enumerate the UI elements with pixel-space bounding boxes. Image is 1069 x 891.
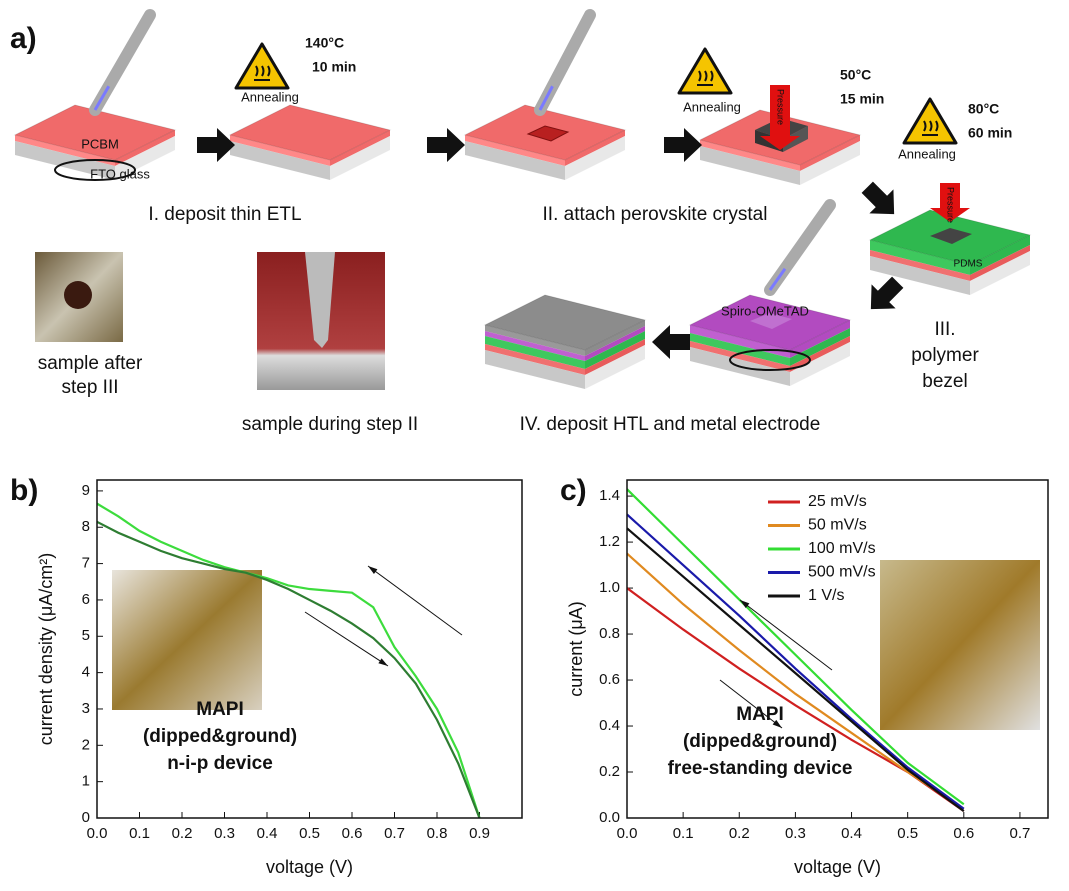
- chart: 0.0 0.1 0.2 0.3 0.4 0.5 0.6 0.7 0.8 0.9 0 1 2 3 4 5 6 7 8 9…: [10, 474, 522, 877]
- photo-inset: [880, 560, 1040, 730]
- y-tick-label: 1.4: [599, 487, 620, 504]
- x-tick-label: 0.7: [384, 825, 405, 842]
- x-tick-label: 0.2: [729, 825, 750, 842]
- y-tick-label: 0.6: [599, 671, 620, 688]
- x-tick-label: 0.6: [953, 825, 974, 842]
- x-tick-label: 0.5: [299, 825, 320, 842]
- step-label: bezel: [922, 371, 967, 392]
- step-label: polymer: [911, 345, 979, 366]
- annealing-temp: 50°C: [840, 67, 871, 83]
- x-tick-label: 0.1: [673, 825, 694, 842]
- y-axis-label: current (μA): [566, 601, 586, 696]
- process-arrow: [652, 325, 690, 359]
- y-tick-label: 6: [82, 591, 90, 608]
- annealing-label: Annealing: [898, 146, 956, 161]
- legend-label: 100 mV/s: [808, 540, 876, 557]
- layer-label: PDMS: [954, 259, 983, 270]
- panel-label: a): [10, 22, 37, 55]
- annealing-label: Annealing: [683, 99, 741, 114]
- photo-detail: [64, 281, 92, 309]
- y-tick-label: 7: [82, 555, 90, 572]
- legend-label: 1 V/s: [808, 587, 844, 604]
- x-tick-label: 0.7: [1010, 825, 1031, 842]
- y-tick-label: 9: [82, 482, 90, 499]
- x-tick-label: 0.4: [841, 825, 862, 842]
- annealing-temp: 140°C: [305, 35, 344, 51]
- step-label: IV. deposit HTL and metal electrode: [520, 414, 821, 435]
- annealing-time: 10 min: [312, 59, 356, 75]
- annealing-time: 15 min: [840, 91, 884, 107]
- x-tick-label: 0.9: [469, 825, 490, 842]
- x-tick-label: 0.8: [427, 825, 448, 842]
- legend-label: 25 mV/s: [808, 493, 867, 510]
- y-tick-label: 5: [82, 627, 90, 644]
- photo-inset: [112, 570, 262, 710]
- x-tick-label: 0.0: [617, 825, 638, 842]
- annealing-label: Annealing: [241, 89, 299, 104]
- annotation: n-i-p device: [167, 753, 273, 774]
- process-arrow: [427, 128, 465, 162]
- photo-caption: sample after: [38, 353, 143, 374]
- y-tick-label: 1.2: [599, 533, 620, 550]
- annotation: (dipped&ground): [143, 726, 297, 747]
- x-tick-label: 0.5: [897, 825, 918, 842]
- x-tick-label: 0.3: [214, 825, 235, 842]
- step-label: I. deposit thin ETL: [148, 204, 301, 225]
- panel-a: a) sample after step III sample during s…: [10, 15, 1030, 435]
- x-axis-label: voltage (V): [266, 857, 353, 877]
- step-label: II. attach perovskite crystal: [543, 204, 768, 225]
- y-tick-label: 2: [82, 736, 90, 753]
- annotation: free-standing device: [668, 758, 853, 779]
- y-tick-label: 0.4: [599, 717, 620, 734]
- pressure-label: Pressure: [946, 187, 956, 223]
- process-arrow: [664, 128, 702, 162]
- y-tick-label: 0.2: [599, 763, 620, 780]
- legend-label: 500 mV/s: [808, 564, 876, 581]
- y-tick-label: 8: [82, 518, 90, 535]
- x-tick-label: 0.3: [785, 825, 806, 842]
- x-tick-label: 0.2: [172, 825, 193, 842]
- panel-label: c): [560, 474, 587, 507]
- layer-label: FTO glass: [90, 166, 150, 181]
- annealing-time: 60 min: [968, 125, 1012, 141]
- y-tick-label: 0.0: [599, 809, 620, 826]
- chart: 0.0 0.1 0.2 0.3 0.4 0.5 0.6 0.7 0.0 0.2 0.4 0.6 0.8 1…: [560, 474, 1048, 877]
- annotation: MAPI: [196, 699, 244, 720]
- direction-arrowhead: [378, 658, 388, 666]
- y-tick-label: 0: [82, 809, 90, 826]
- annotation: (dipped&ground): [683, 731, 837, 752]
- x-tick-label: 0.0: [87, 825, 108, 842]
- direction-arrowhead: [368, 566, 377, 574]
- legend-label: 50 mV/s: [808, 517, 867, 534]
- photo-caption: sample during step II: [242, 414, 418, 435]
- y-tick-label: 4: [82, 664, 90, 681]
- layer-label: Spiro-OMeTAD: [721, 303, 809, 318]
- process-arrow: [855, 175, 906, 226]
- pressure-label: Pressure: [776, 89, 786, 125]
- panel-label: b): [10, 474, 38, 507]
- y-tick-label: 0.8: [599, 625, 620, 642]
- annealing-temp: 80°C: [968, 101, 999, 117]
- figure: a) sample after step III sample during s…: [0, 0, 1069, 886]
- y-tick-label: 1.0: [599, 579, 620, 596]
- process-arrow: [197, 128, 235, 162]
- y-tick-label: 3: [82, 700, 90, 717]
- x-tick-label: 0.1: [129, 825, 150, 842]
- y-axis-label: current density (μA/cm²): [36, 553, 56, 745]
- x-axis-label: voltage (V): [794, 857, 881, 877]
- y-tick-label: 1: [82, 773, 90, 790]
- photo-caption: step III: [61, 377, 118, 398]
- layer-label: PCBM: [81, 136, 119, 151]
- step-label: III.: [934, 319, 955, 340]
- x-tick-label: 0.6: [342, 825, 363, 842]
- x-tick-label: 0.4: [257, 825, 278, 842]
